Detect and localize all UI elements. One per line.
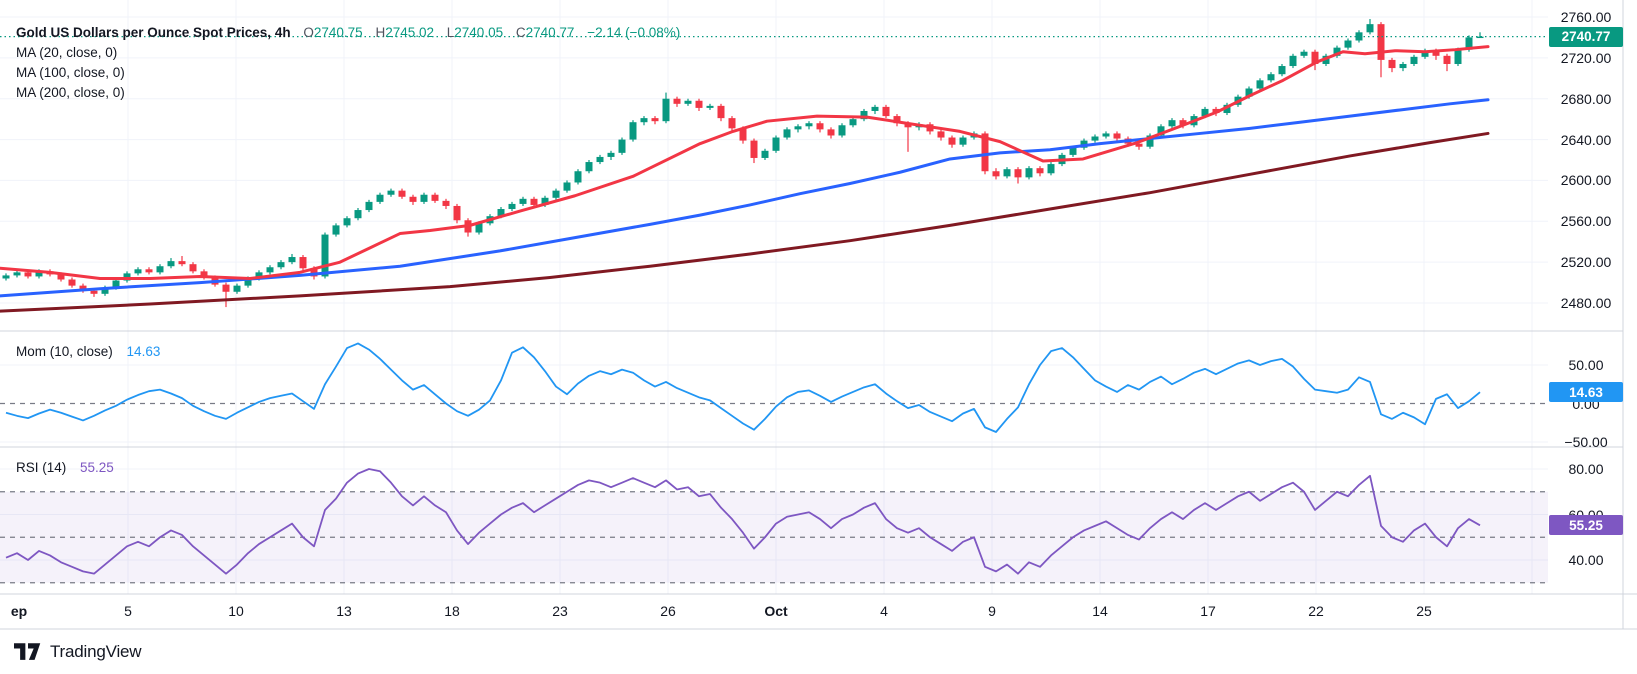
momentum-tick-label: −50.00: [1564, 434, 1608, 450]
symbol-legend[interactable]: Gold US Dollars per Ounce Spot Prices, 4…: [16, 25, 680, 41]
tradingview-logo[interactable]: TradingView: [14, 640, 142, 664]
ma20-legend[interactable]: MA (20, close, 0): [16, 45, 117, 61]
ma20-line: [0, 45, 1490, 280]
price-tick-label: 2600.00: [1560, 172, 1612, 189]
price-tick-label: 2760.00: [1560, 9, 1612, 25]
momentum-tick-label: 50.00: [1568, 357, 1604, 373]
open-letter: O: [303, 25, 314, 40]
rsi-legend[interactable]: RSI (14) 55.25: [16, 460, 114, 476]
price-tick-label: 2480.00: [1560, 295, 1612, 311]
ma200-legend[interactable]: MA (200, close, 0): [16, 85, 125, 101]
symbol-title: Gold US Dollars per Ounce Spot Prices, 4…: [16, 25, 291, 40]
time-tick-label: 18: [444, 603, 460, 619]
time-tick-label: Oct: [764, 603, 788, 619]
tradingview-mark-icon: [14, 643, 41, 660]
momentum-legend[interactable]: Mom (10, close) 14.63: [16, 344, 160, 360]
momentum-value: 14.63: [126, 344, 161, 359]
ma200-line: [0, 131, 1490, 313]
time-tick-label: 4: [880, 603, 888, 619]
price-tick-label: 2560.00: [1560, 213, 1612, 230]
time-tick-label: 13: [336, 603, 352, 619]
time-tick-label: 22: [1308, 603, 1324, 619]
price-tick-label: 2680.00: [1560, 90, 1612, 107]
time-tick-label: 10: [228, 603, 244, 619]
candlestick-series: [2, 19, 1484, 308]
rsi-value-badge: 55.25: [1549, 515, 1623, 536]
momentum-value-badge: 14.63: [1549, 382, 1623, 403]
time-tick-label: 14: [1092, 603, 1108, 619]
price-tick-label: 2640.00: [1560, 131, 1612, 148]
ma100-legend[interactable]: MA (100, close, 0): [16, 65, 125, 81]
high-letter: H: [375, 25, 386, 40]
time-tick-label: ep: [10, 603, 28, 619]
open-value: 2740.75: [313, 25, 363, 40]
rsi-label: RSI (14): [16, 460, 67, 475]
price-tick-label: 2520.00: [1560, 254, 1612, 271]
low-value: 2740.05: [454, 25, 504, 40]
change-value: −2.14 (−0.08%): [587, 25, 681, 40]
low-letter: L: [446, 25, 455, 40]
time-tick-label: 9: [988, 603, 996, 619]
rsi-line: [5, 468, 1481, 575]
ma100-label: MA (100, close, 0): [16, 65, 125, 80]
high-value: 2745.02: [385, 25, 434, 40]
rsi-tick-label: 80.00: [1568, 461, 1604, 477]
rsi-tick-label: 40.00: [1568, 552, 1604, 568]
last-price-badge: 2740.77: [1549, 26, 1623, 47]
ma20-label: MA (20, close, 0): [16, 45, 118, 60]
time-tick-label: 17: [1200, 603, 1216, 619]
close-letter: C: [515, 25, 526, 40]
price-tick-label: 2720.00: [1560, 49, 1612, 66]
rsi-value: 55.25: [80, 460, 114, 475]
time-tick-label: 26: [660, 603, 676, 619]
time-tick-label: 23: [552, 603, 568, 619]
momentum-label: Mom (10, close): [16, 344, 113, 359]
ma100-line: [0, 98, 1490, 298]
ma200-label: MA (200, close, 0): [16, 85, 125, 100]
momentum-line: [5, 342, 1481, 433]
time-tick-label: 25: [1416, 603, 1432, 619]
time-tick-label: 5: [124, 603, 132, 619]
brand-text: TradingView: [50, 642, 142, 661]
close-value: 2740.77: [525, 25, 575, 40]
